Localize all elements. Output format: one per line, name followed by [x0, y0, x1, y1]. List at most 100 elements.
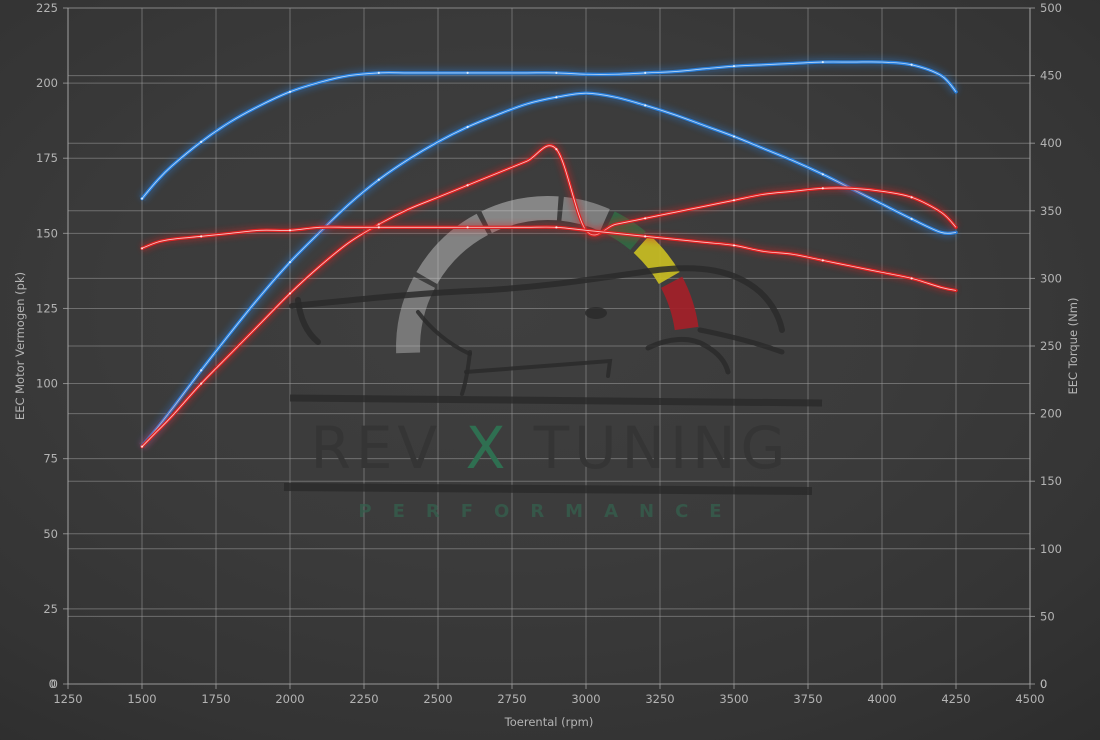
series-point — [200, 382, 203, 385]
tick-label: 1250 — [53, 692, 82, 706]
car-silhouette-stroke — [295, 297, 321, 345]
tick-label: 200 — [1040, 407, 1062, 421]
series-point — [821, 60, 824, 64]
x-axis-title: Toerental (rpm) — [504, 715, 594, 729]
brand-rule-top — [289, 394, 823, 407]
tick-label: 4500 — [1015, 692, 1044, 706]
series-point — [200, 235, 203, 238]
tick-label: 400 — [1040, 136, 1062, 150]
tick-label: 3000 — [571, 692, 600, 706]
car-silhouette-stroke — [697, 327, 785, 355]
tick-label: 1500 — [127, 692, 156, 706]
series-point — [466, 184, 469, 187]
car-silhouette-stroke — [645, 337, 731, 375]
series-point — [555, 226, 558, 229]
series-point — [466, 125, 469, 129]
tick-label: 225 — [36, 1, 58, 15]
tick-label: 100 — [36, 377, 58, 391]
tick-label: 350 — [1040, 204, 1062, 218]
series-point — [555, 71, 558, 74]
series-point — [555, 148, 558, 151]
tick-label: 250 — [1040, 339, 1062, 353]
series-point — [644, 71, 647, 74]
tick-label: 150 — [1040, 474, 1062, 488]
tick-label: 2250 — [349, 692, 378, 706]
axis-origin-right: 0 — [1040, 677, 1047, 691]
tick-label: 2500 — [423, 692, 452, 706]
tick-label: 0 — [1040, 677, 1047, 691]
series-highlight — [141, 226, 957, 291]
y-axis-title: EEC Motor Vermogen (pk) — [13, 272, 27, 420]
gauge-arc-segment — [396, 276, 435, 354]
tick-label: 75 — [43, 452, 58, 466]
series-point — [200, 369, 203, 372]
series-point — [644, 217, 647, 220]
series-point — [466, 226, 469, 229]
car-silhouette-stroke — [460, 350, 472, 396]
series-point — [821, 187, 824, 190]
tick-label: 2750 — [497, 692, 526, 706]
series-glow — [140, 223, 957, 295]
series-point — [555, 96, 558, 99]
tick-label: 25 — [43, 602, 58, 616]
series-point — [644, 104, 647, 107]
tick-label: 100 — [1040, 542, 1062, 556]
car-mirror — [585, 307, 607, 319]
series-torque-1 — [138, 89, 958, 449]
series-point — [288, 229, 292, 232]
series-point — [732, 199, 736, 202]
axis-layer: 0255075100125150175200225050100150200250… — [13, 1, 1080, 729]
tick-label: 3250 — [645, 692, 674, 706]
series-point — [377, 226, 380, 229]
tick-label: 3500 — [719, 692, 748, 706]
brand-rule-bottom — [283, 483, 813, 495]
gauge-arc-segment — [416, 213, 488, 284]
tick-label: 0 — [51, 677, 58, 691]
series-point — [910, 277, 913, 280]
tick-label: 4000 — [867, 692, 896, 706]
series-highlight — [141, 61, 957, 199]
series-power-3 — [140, 223, 958, 295]
series-point — [140, 247, 144, 250]
series-point — [140, 197, 144, 200]
series-point — [732, 135, 736, 138]
series-torque-0 — [138, 57, 960, 202]
series-point — [910, 63, 913, 66]
series-point — [821, 259, 824, 262]
series-point — [140, 445, 144, 448]
tick-label: 50 — [43, 527, 58, 541]
tick-label: 175 — [36, 151, 58, 165]
car-silhouette-stroke — [464, 358, 613, 378]
series-point — [732, 65, 736, 68]
series-point — [466, 71, 469, 74]
tick-label: 4250 — [941, 692, 970, 706]
tick-label: 150 — [36, 226, 58, 240]
grid-layer — [68, 7, 1030, 684]
series-point — [288, 261, 292, 264]
series-point — [288, 90, 292, 93]
series-point — [910, 217, 913, 221]
series-power-2 — [139, 141, 959, 450]
watermark-graphic-layer — [283, 196, 823, 495]
gauge-arc-segment — [661, 276, 699, 331]
series-highlight — [141, 145, 957, 447]
tick-label: 2000 — [275, 692, 304, 706]
tick-label: 125 — [36, 301, 58, 315]
series-point — [910, 196, 913, 199]
tick-label: 1750 — [201, 692, 230, 706]
series-point — [821, 173, 824, 176]
series-point — [732, 244, 736, 247]
tick-label: 450 — [1040, 69, 1062, 83]
series-point — [377, 71, 380, 74]
series-point — [288, 292, 292, 295]
series-point — [377, 178, 380, 181]
tick-label: 500 — [1040, 1, 1062, 15]
series-layer — [138, 57, 960, 450]
tick-label: 50 — [1040, 609, 1055, 623]
y2-axis-title: EEC Torque (Nm) — [1066, 298, 1080, 395]
series-point — [644, 235, 647, 238]
series-highlight — [141, 92, 957, 447]
car-silhouette-stroke — [416, 310, 472, 356]
